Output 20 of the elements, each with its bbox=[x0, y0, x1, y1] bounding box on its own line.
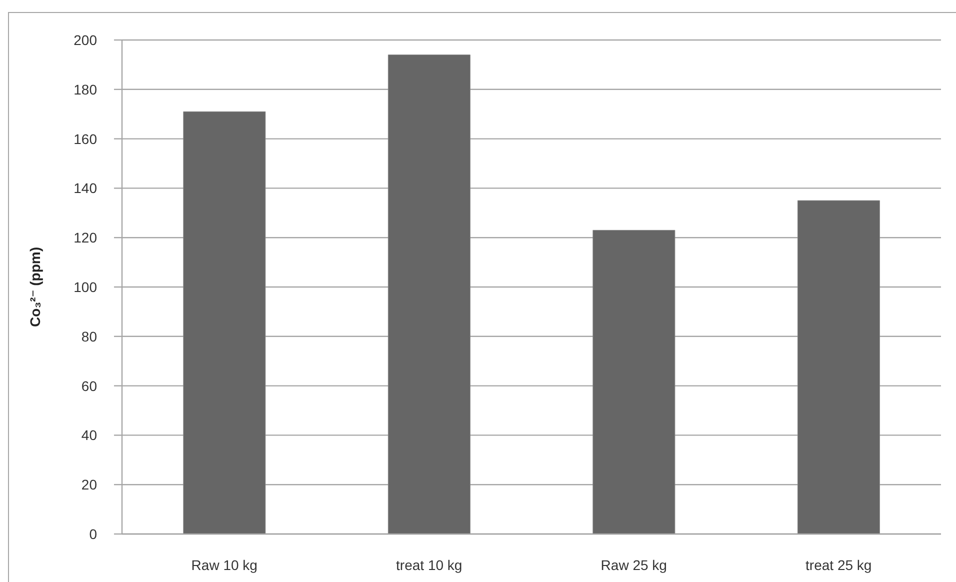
y-tick-label: 80 bbox=[81, 328, 98, 344]
x-tick-label: Raw 10 kg bbox=[191, 556, 258, 573]
y-tick-label: 120 bbox=[74, 230, 98, 246]
x-tick-label: Raw 25 kg bbox=[600, 556, 667, 573]
bar bbox=[592, 230, 676, 534]
y-axis-title: Co₃²⁻ (ppm) bbox=[27, 247, 43, 327]
y-tick-label: 100 bbox=[74, 278, 98, 295]
y-tick-label: 20 bbox=[81, 476, 98, 493]
x-tick-label: treat 10 kg bbox=[396, 556, 462, 573]
y-tick-label: 40 bbox=[81, 427, 98, 444]
y-tick-label: 180 bbox=[74, 81, 98, 98]
y-tick-label: 0 bbox=[89, 526, 98, 542]
y-tick-label: 160 bbox=[74, 130, 98, 147]
x-tick-label: treat 25 kg bbox=[806, 556, 872, 573]
y-tick-label: 140 bbox=[74, 180, 98, 196]
bar bbox=[388, 54, 470, 534]
y-tick-label: 60 bbox=[81, 378, 98, 394]
y-tick-label: 200 bbox=[74, 32, 98, 48]
bar bbox=[183, 111, 266, 534]
bar bbox=[797, 200, 880, 534]
